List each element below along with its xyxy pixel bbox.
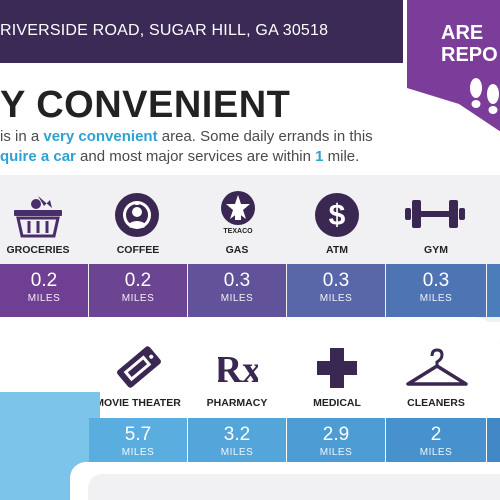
badge-line-1: ARE: [441, 22, 484, 44]
distance-unit: MILES: [220, 447, 254, 458]
service-label-medical: MEDICAL: [313, 397, 361, 409]
svg-text:$: $: [329, 199, 346, 232]
distance-unit: MILES: [319, 447, 353, 458]
service-label-coffee: COFFEE: [116, 244, 160, 256]
starbucks-logo-icon: [115, 193, 159, 237]
distance-value: 5.7: [124, 424, 152, 445]
distance-row-2: 5.7 MILES 3.2 MILES 2.9 MILES 2 MILES: [0, 418, 500, 462]
badge-line-2: REPO: [441, 44, 498, 66]
distance-cleaners: 2 MILES: [386, 418, 486, 462]
distance-value: 0.3: [422, 270, 450, 291]
distance-groceries: 0.2 MILES: [0, 264, 88, 317]
badge-title: ARE REPO: [441, 22, 498, 66]
distance-value: 0.3: [223, 270, 251, 291]
service-label-gym: GYM: [424, 244, 448, 256]
distance-unit: MILES: [419, 447, 453, 458]
page-headline: Y CONVENIENT: [0, 84, 291, 126]
service-label-atm: ATM: [326, 244, 348, 256]
distance-overflow: [487, 418, 500, 462]
intro-text-1: is in a: [0, 128, 44, 145]
distance-unit: MILES: [319, 293, 353, 304]
dumbbell-icon: [405, 200, 465, 228]
service-label-movie-theater: MOVIE THEATER: [95, 397, 181, 409]
service-label-groceries: GROCERIES: [6, 244, 70, 256]
distance-gas: 0.3 MILES: [188, 264, 286, 317]
distance-value: 0.3: [322, 270, 350, 291]
intro-text-2: area. Some daily errands in this: [157, 128, 373, 145]
intro-text-3: and most major services are within: [75, 148, 316, 165]
distance-movie-theater: 5.7 MILES: [89, 418, 187, 462]
service-label-cleaners: CLEANERS: [407, 397, 465, 409]
intro-highlight-3: 1: [315, 148, 324, 165]
distance-value: 2: [430, 424, 442, 445]
hanger-icon: [406, 348, 468, 386]
distance-value: 0.2: [124, 270, 152, 291]
intro-paragraph: is in a very convenient area. Some daily…: [0, 127, 395, 167]
distance-pharmacy: 3.2 MILES: [188, 418, 286, 462]
texaco-logo-icon: [221, 191, 255, 225]
distance-coffee: 0.2 MILES: [89, 264, 187, 317]
intro-highlight-2: quire a car: [0, 148, 76, 165]
distance-unit: MILES: [121, 447, 155, 458]
services-card-2: [0, 317, 500, 395]
distance-unit: MILES: [27, 293, 61, 304]
decorative-bottom-gray: [88, 474, 500, 500]
medical-cross-icon: [317, 348, 357, 388]
intro-highlight-1: very convenient: [43, 128, 158, 145]
rx-text: Rx: [218, 349, 258, 390]
service-label-gas: GAS: [225, 244, 249, 256]
texaco-text: TEXACO: [223, 228, 253, 235]
footprints-icon: [470, 78, 499, 114]
distance-unit: MILES: [419, 293, 453, 304]
dollar-icon: $: [315, 193, 359, 237]
distance-value: 2.9: [322, 424, 350, 445]
distance-value: 0.2: [30, 270, 58, 291]
intro-text-4: mile.: [323, 148, 360, 165]
rx-icon: Rx: [218, 349, 258, 390]
distance-overflow: [487, 264, 500, 317]
ticket-icon: [117, 346, 161, 388]
distance-unit: MILES: [220, 293, 254, 304]
distance-row-1: 0.2 MILES 0.2 MILES 0.3 MILES 0.3 MILES …: [0, 264, 500, 317]
grocery-basket-icon: [14, 196, 62, 238]
distance-atm: 0.3 MILES: [287, 264, 385, 317]
property-address: RIVERSIDE ROAD, SUGAR HILL, GA 30518: [0, 22, 329, 39]
distance-unit: MILES: [121, 293, 155, 304]
distance-medical: 2.9 MILES: [287, 418, 385, 462]
distance-value: 3.2: [223, 424, 251, 445]
service-label-pharmacy: PHARMACY: [206, 397, 268, 409]
distance-gym: 0.3 MILES: [386, 264, 486, 317]
